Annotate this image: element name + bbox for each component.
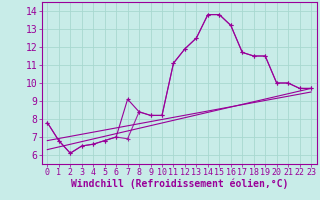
X-axis label: Windchill (Refroidissement éolien,°C): Windchill (Refroidissement éolien,°C): [70, 179, 288, 189]
